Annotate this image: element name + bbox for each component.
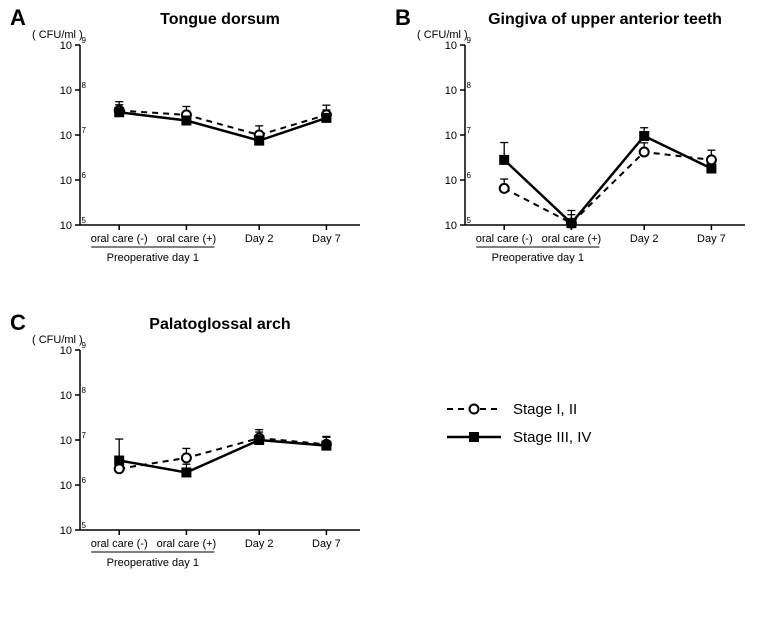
svg-text:10: 10: [60, 130, 72, 142]
svg-text:10: 10: [445, 130, 457, 142]
svg-text:10: 10: [60, 390, 72, 402]
chart-svg-A: 10 510 610 710 810 9oral care (-)oral ca…: [10, 5, 380, 295]
svg-text:oral care (-): oral care (-): [91, 538, 148, 550]
svg-text:6: 6: [82, 171, 87, 180]
svg-text:Day 2: Day 2: [630, 233, 659, 245]
chart-svg-B: 10 510 610 710 810 9oral care (-)oral ca…: [395, 5, 765, 295]
svg-text:10: 10: [60, 85, 72, 97]
svg-text:Preoperative day 1: Preoperative day 1: [492, 252, 584, 264]
chart-title-A: Tongue dorsum: [80, 11, 360, 29]
svg-text:8: 8: [82, 81, 87, 90]
svg-text:Preoperative day 1: Preoperative day 1: [107, 557, 199, 569]
y-axis-unit-C: ( CFU/ml ): [32, 334, 83, 346]
svg-text:5: 5: [82, 521, 87, 530]
svg-text:10: 10: [60, 525, 72, 537]
y-axis-unit-B: ( CFU/ml ): [417, 29, 468, 41]
svg-text:Day 7: Day 7: [312, 538, 341, 550]
svg-text:oral care (+): oral care (+): [157, 233, 217, 245]
svg-text:oral care (-): oral care (-): [91, 233, 148, 245]
svg-text:5: 5: [467, 216, 472, 225]
chart-title-C: Palatoglossal arch: [80, 316, 360, 334]
y-axis-unit-A: ( CFU/ml ): [32, 29, 83, 41]
panel-C: C( CFU/ml )Palatoglossal arch10 510 610 …: [10, 310, 380, 600]
svg-text:8: 8: [82, 386, 87, 395]
svg-text:7: 7: [467, 126, 472, 135]
svg-text:Day 7: Day 7: [312, 233, 341, 245]
svg-text:Preoperative day 1: Preoperative day 1: [107, 252, 199, 264]
panel-label-A: A: [10, 5, 26, 31]
svg-text:Day 2: Day 2: [245, 538, 274, 550]
legend-label-stage34: Stage III, IV: [513, 429, 591, 446]
svg-text:Day 7: Day 7: [697, 233, 726, 245]
svg-text:5: 5: [82, 216, 87, 225]
svg-text:6: 6: [467, 171, 472, 180]
panel-A: A ( CFU/ml )Tongue dorsum 10 5 10 6 10 7 10 8…: [10, 5, 380, 295]
svg-text:Day 2: Day 2: [245, 233, 274, 245]
legend: Stage I, II Stage III, IV: [445, 400, 591, 456]
legend-item-stage12: Stage I, II: [445, 400, 591, 418]
panel-label-B: B: [395, 5, 411, 31]
panel-label-C: C: [10, 310, 26, 336]
panel-B: B ( CFU/ml )Gingiva of upper anterior tee…: [395, 5, 765, 295]
svg-text:oral care (+): oral care (+): [157, 538, 217, 550]
svg-text:oral care (-): oral care (-): [476, 233, 533, 245]
legend-swatch-stage34: [445, 428, 503, 446]
svg-text:10: 10: [60, 480, 72, 492]
legend-swatch-stage12: [445, 400, 503, 418]
svg-text:10: 10: [60, 220, 72, 232]
svg-text:10: 10: [60, 40, 72, 52]
svg-text:10: 10: [60, 435, 72, 447]
svg-text:10: 10: [445, 220, 457, 232]
svg-text:10: 10: [60, 175, 72, 187]
svg-text:8: 8: [467, 81, 472, 90]
chart-svg-C: 10 510 610 710 810 9oral care (-)oral ca…: [10, 310, 380, 600]
svg-text:7: 7: [82, 431, 87, 440]
chart-title-B: Gingiva of upper anterior teeth: [465, 11, 745, 29]
svg-text:10: 10: [445, 40, 457, 52]
legend-item-stage34: Stage III, IV: [445, 428, 591, 446]
svg-text:6: 6: [82, 476, 87, 485]
svg-text:10: 10: [445, 85, 457, 97]
legend-label-stage12: Stage I, II: [513, 401, 577, 418]
svg-text:10: 10: [60, 345, 72, 357]
svg-text:10: 10: [445, 175, 457, 187]
svg-text:oral care (+): oral care (+): [542, 233, 602, 245]
svg-text:7: 7: [82, 126, 87, 135]
